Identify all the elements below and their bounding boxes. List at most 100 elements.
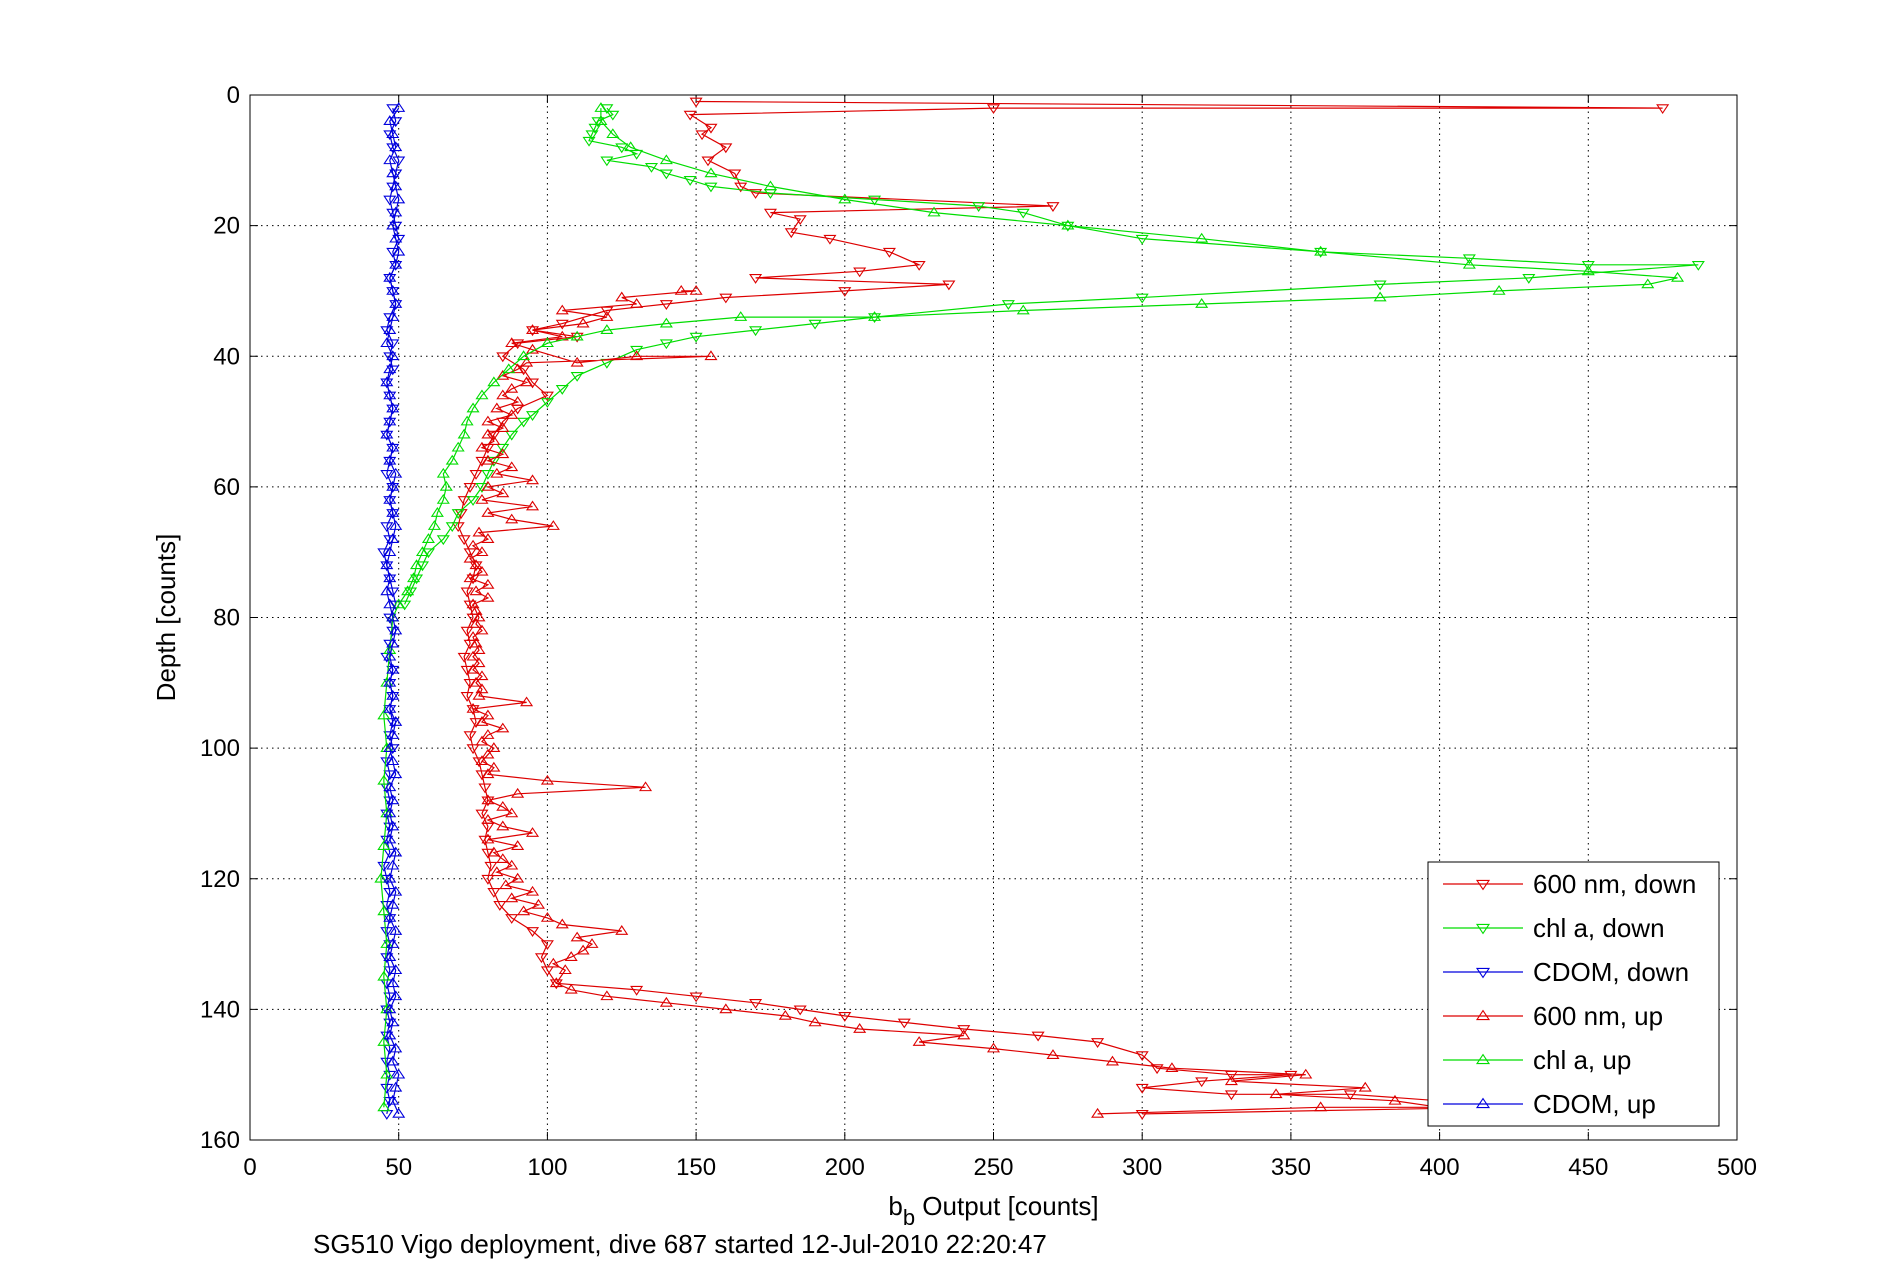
data-point	[659, 154, 673, 165]
data-point	[496, 722, 510, 733]
data-point	[481, 833, 495, 844]
x-tick-label: 300	[1122, 1154, 1162, 1181]
data-point	[445, 454, 459, 465]
series-line	[380, 108, 1678, 1108]
y-tick-label: 0	[227, 82, 240, 109]
data-point	[475, 624, 489, 635]
data-point	[728, 169, 742, 180]
data-point	[749, 326, 763, 337]
data-point	[1492, 284, 1506, 295]
data-point	[386, 443, 400, 454]
data-point	[472, 611, 486, 622]
legend-marker	[1475, 1053, 1491, 1065]
data-point	[749, 998, 763, 1009]
data-point	[389, 206, 403, 217]
y-tick-label: 40	[213, 343, 240, 370]
y-tick-label: 20	[213, 213, 240, 240]
data-point	[1195, 232, 1209, 243]
legend-marker	[1475, 879, 1491, 891]
data-point	[853, 267, 867, 278]
data-point	[380, 1068, 394, 1079]
legend: 600 nm, down chl a, down CDOM, down 600 nm,…	[1427, 861, 1720, 1127]
data-point	[689, 284, 703, 295]
data-point	[436, 535, 450, 546]
data-point	[511, 872, 525, 883]
data-point	[1373, 291, 1387, 302]
data-point	[1462, 254, 1476, 265]
data-point	[392, 245, 406, 256]
data-point	[386, 219, 400, 230]
data-point	[520, 356, 534, 367]
data-point	[380, 337, 394, 348]
y-tick-label: 100	[200, 735, 240, 762]
data-point	[1522, 274, 1536, 284]
data-point	[389, 925, 403, 935]
series-line	[386, 107, 400, 1115]
axis-ticks: 0 50 100 150 200 250 300 350 400 450 500 0 20 40 60 80 1…	[200, 82, 1757, 1181]
data-point	[520, 696, 534, 707]
data-point	[383, 676, 397, 687]
data-point	[383, 1003, 397, 1014]
data-point	[389, 624, 403, 635]
data-point	[511, 787, 525, 798]
data-point	[481, 480, 495, 491]
data-point	[972, 202, 986, 212]
data-point	[475, 493, 489, 504]
data-point	[401, 585, 415, 596]
y-tick-label: 80	[213, 605, 240, 632]
data-point	[386, 689, 400, 700]
data-point	[466, 402, 480, 413]
data-point	[564, 951, 578, 961]
data-point	[383, 781, 397, 792]
data-point	[496, 443, 510, 454]
data-point	[823, 234, 837, 245]
data-point	[481, 748, 495, 759]
data-point	[383, 574, 397, 585]
data-point	[410, 559, 424, 570]
data-point	[546, 957, 560, 968]
data-point	[392, 156, 406, 167]
data-point	[1641, 278, 1655, 289]
data-point	[540, 911, 554, 922]
data-point	[986, 1042, 1001, 1053]
data-point	[389, 520, 403, 530]
data-point	[1001, 300, 1015, 310]
data-point	[386, 1055, 400, 1066]
data-point	[1016, 208, 1030, 219]
data-point	[505, 914, 519, 924]
data-point	[430, 507, 444, 517]
data-point	[466, 663, 480, 674]
data-point	[386, 665, 400, 676]
data-point	[695, 130, 709, 141]
data-point	[549, 977, 563, 988]
data-point	[555, 385, 569, 395]
data-point	[386, 441, 400, 452]
x-axis-label-main: b	[888, 1191, 902, 1221]
data-point	[415, 546, 430, 557]
data-point	[386, 794, 400, 805]
data-point	[540, 774, 554, 785]
data-point	[451, 441, 465, 452]
data-point	[630, 298, 644, 308]
data-point	[460, 692, 474, 702]
data-point	[558, 964, 572, 975]
data-point	[1135, 1110, 1149, 1120]
data-point	[469, 559, 483, 570]
data-point	[478, 783, 492, 794]
data-point	[576, 944, 590, 955]
data-point	[386, 898, 400, 909]
data-point	[526, 324, 540, 334]
data-point	[1670, 271, 1685, 282]
data-point	[389, 180, 403, 191]
x-axis-label-sub: b	[903, 1205, 915, 1230]
data-point	[380, 561, 394, 572]
data-point	[1031, 1031, 1045, 1042]
data-point	[445, 522, 459, 533]
legend-marker	[1475, 1097, 1491, 1109]
x-tick-label: 100	[527, 1154, 567, 1181]
data-point	[838, 193, 852, 204]
y-tick-label: 140	[200, 996, 240, 1023]
legend-marker	[1475, 1009, 1491, 1021]
data-point	[1195, 1077, 1209, 1088]
data-point	[957, 1029, 971, 1040]
